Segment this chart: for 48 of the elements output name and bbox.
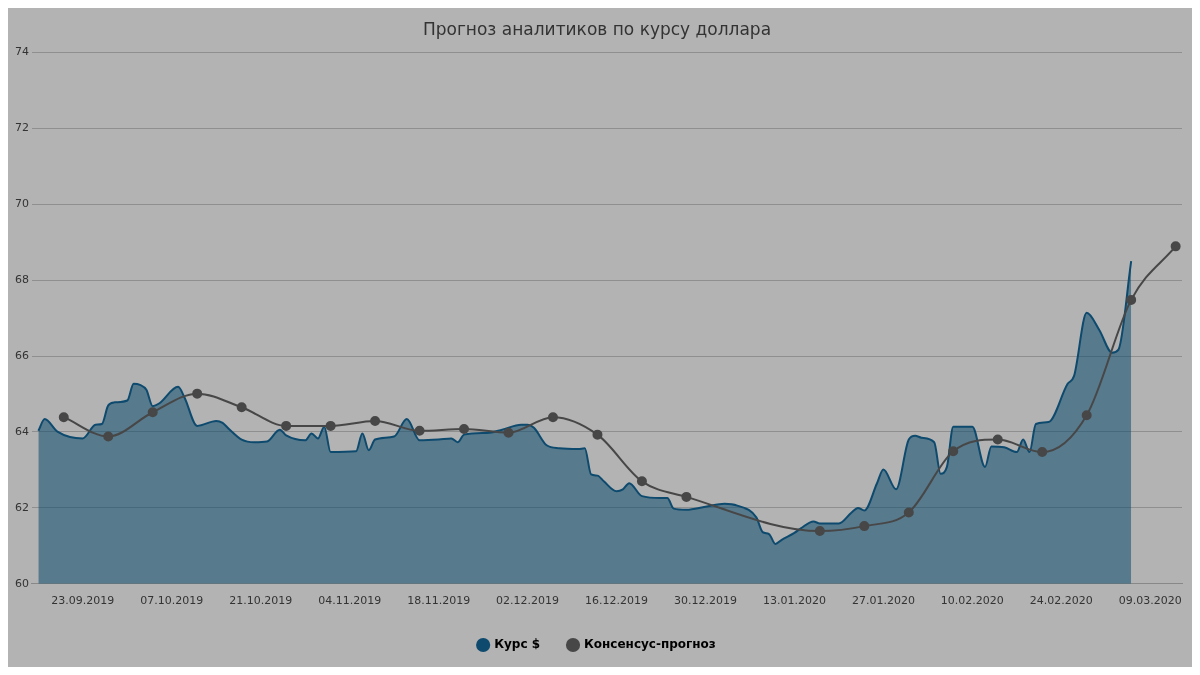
point — [859, 521, 870, 532]
y-tick-label: 62 — [15, 500, 29, 514]
point — [992, 434, 1003, 445]
x-tick-label: 27.01.2020 — [851, 594, 915, 608]
point — [281, 420, 292, 431]
point — [192, 388, 203, 399]
point — [948, 446, 959, 457]
x-tick-label: 21.10.2019 — [229, 594, 293, 608]
point — [459, 423, 470, 434]
point — [681, 491, 692, 502]
point — [414, 425, 425, 436]
y-tick-label: 68 — [15, 273, 29, 286]
x-tick-label: 09.03.2020 — [1118, 594, 1182, 608]
legend-label: Курс $ — [494, 637, 541, 652]
x-tick-label: 18.11.2019 — [407, 594, 471, 608]
y-tick-label: 74 — [15, 45, 29, 59]
point — [147, 407, 158, 418]
x-tick-label: 10.02.2020 — [940, 594, 1004, 608]
x-tick-label: 04.11.2019 — [318, 594, 382, 608]
x-tick-label: 16.12.2019 — [585, 594, 649, 608]
x-tick-label: 07.10.2019 — [140, 594, 204, 608]
y-tick-label: 72 — [15, 121, 29, 135]
y-tick-label: 66 — [15, 348, 29, 362]
x-tick-label: 24.02.2020 — [1029, 594, 1093, 608]
point — [547, 412, 558, 423]
chart-title: Прогноз аналитиков по курсу доллара — [422, 18, 772, 39]
point — [325, 420, 336, 431]
point — [1170, 241, 1181, 252]
point — [103, 431, 114, 442]
y-tick-label: 70 — [15, 197, 29, 211]
x-tick-label: 30.12.2019 — [673, 594, 737, 608]
point — [370, 415, 381, 426]
y-tick-label: 64 — [15, 424, 29, 438]
point — [1126, 294, 1137, 305]
legend-label: Консенсус-прогноз — [584, 637, 716, 652]
point — [592, 429, 603, 440]
point — [814, 526, 825, 537]
point — [58, 412, 69, 423]
point — [1037, 447, 1048, 458]
point — [636, 476, 647, 487]
y-tick-label: 60 — [15, 576, 29, 590]
point — [236, 402, 247, 413]
point — [503, 427, 514, 438]
point — [1081, 410, 1092, 421]
point — [903, 507, 914, 518]
x-tick-label: 23.09.2019 — [51, 594, 115, 608]
x-tick-label: 13.01.2020 — [762, 594, 826, 608]
x-tick-label: 02.12.2019 — [496, 594, 560, 608]
